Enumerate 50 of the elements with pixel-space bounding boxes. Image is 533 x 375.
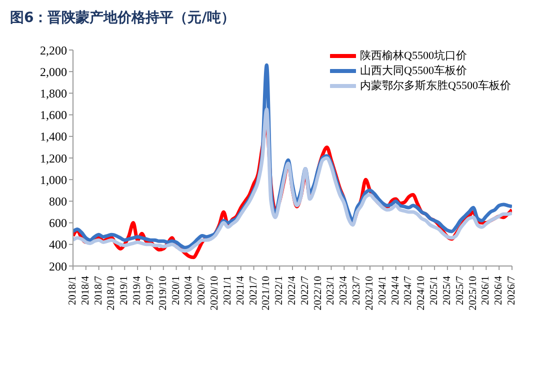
- y-tick-label: 1,600: [40, 108, 67, 122]
- x-tick-label: 2025/10: [468, 276, 479, 310]
- x-tick-label: 2022/4: [287, 275, 298, 306]
- x-tick-label: 2019/1: [119, 276, 130, 306]
- y-tick-label: 1,400: [40, 130, 67, 144]
- x-tick-label: 2022/10: [312, 276, 324, 310]
- x-tick-label: 2025/7: [454, 276, 466, 306]
- x-tick-label: 2020/7: [196, 276, 208, 306]
- y-tick-label: 1,800: [40, 86, 67, 100]
- chart-title: 图6：晋陕蒙产地价格持平（元/吨）: [9, 9, 236, 28]
- y-tick-label: 400: [49, 238, 67, 252]
- y-tick-label: 1,000: [40, 172, 67, 187]
- x-tick-label: 2021/7: [248, 276, 260, 306]
- x-tick-label: 2025/4: [442, 275, 453, 306]
- y-tick-label: 2,000: [40, 64, 67, 79]
- x-tick-label: 2022/7: [300, 276, 311, 306]
- x-tick-label: 2019/7: [144, 276, 156, 306]
- x-tick-label: 2024/7: [403, 276, 414, 306]
- legend-label: 陕西榆林Q5500坑口价: [360, 48, 467, 63]
- x-tick-label: 2020/4: [184, 275, 195, 306]
- x-tick-label: 2024/4: [390, 275, 402, 306]
- y-tick-label: 600: [49, 216, 67, 230]
- x-tick-label: 2023/10: [364, 276, 376, 310]
- x-tick-label: 2023/1: [326, 276, 337, 306]
- x-tick-label: 2018/7: [93, 276, 104, 306]
- x-tick-label: 2018/10: [106, 276, 118, 310]
- x-tick-label: 2024/10: [416, 276, 428, 310]
- y-tick-label: 2,200: [40, 43, 67, 58]
- legend-label: 山西大同Q5500车板价: [360, 64, 467, 78]
- x-tick-label: 2019/4: [132, 275, 144, 306]
- x-tick-label: 2023/4: [338, 275, 350, 306]
- x-tick-label: 2026/1: [480, 276, 492, 306]
- x-tick-label: 2020/10: [210, 276, 221, 310]
- x-tick-label: 2021/4: [235, 275, 246, 306]
- legend-label: 内蒙鄂尔多斯东胜Q5500车板价: [360, 78, 511, 93]
- x-tick-label: 2023/7: [352, 276, 363, 306]
- x-tick-label: 2018/1: [68, 276, 78, 306]
- x-tick-label: 2025/1: [429, 276, 440, 306]
- y-tick-label: 1,200: [40, 151, 67, 166]
- y-tick-label: 800: [49, 194, 67, 208]
- x-tick-label: 2024/1: [377, 276, 388, 306]
- x-tick-label: 2022/1: [274, 276, 286, 306]
- y-tick-label: 200: [49, 259, 67, 274]
- x-tick-label: 2018/4: [80, 275, 92, 306]
- x-tick-label: 2020/1: [170, 276, 182, 306]
- x-tick-label: 2021/1: [222, 276, 234, 306]
- x-tick-label: 2021/10: [261, 276, 272, 310]
- x-tick-label: 2026/7: [506, 276, 518, 306]
- x-tick-label: 2019/10: [158, 276, 169, 310]
- x-tick-label: 2026/4: [494, 275, 505, 306]
